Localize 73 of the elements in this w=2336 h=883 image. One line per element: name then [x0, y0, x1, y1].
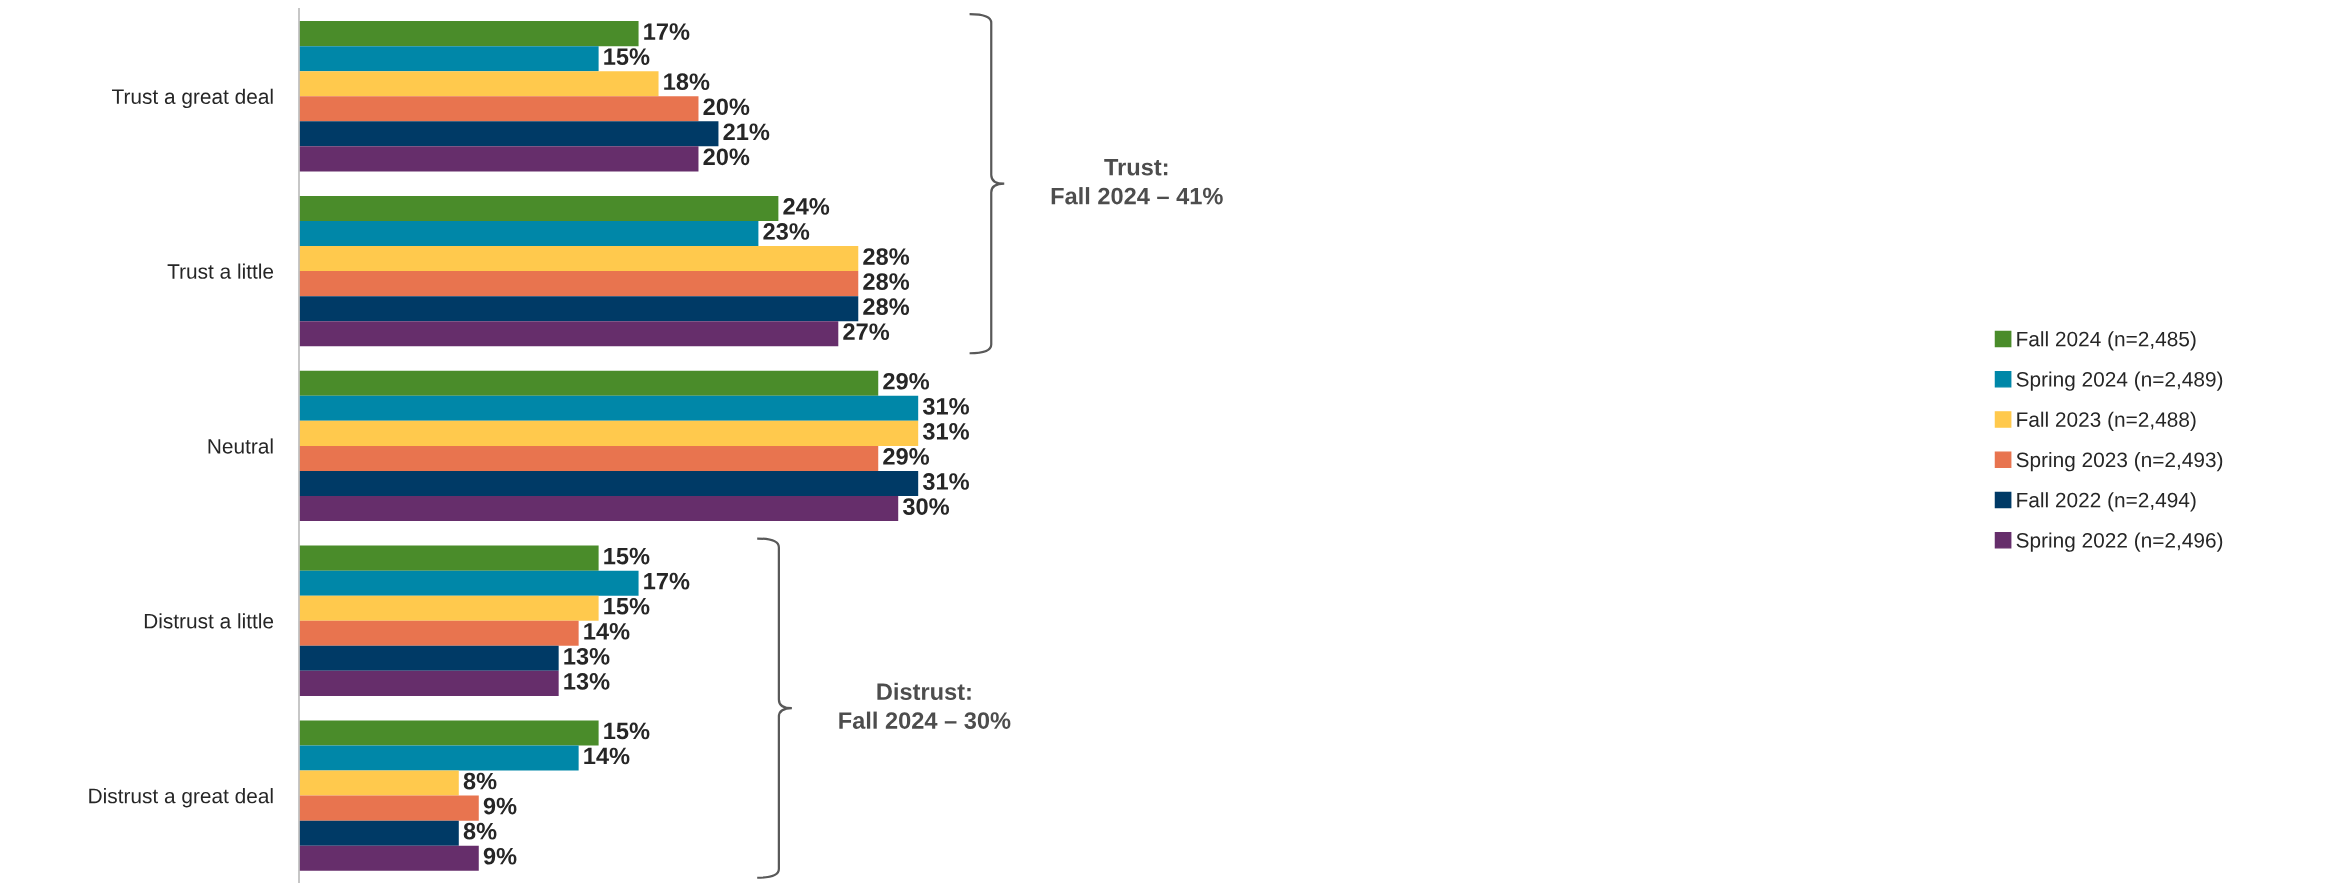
data-label: 17% — [644, 23, 690, 40]
bar — [299, 370, 879, 396]
bar — [299, 496, 899, 522]
data-label: 23% — [763, 223, 810, 240]
bar — [299, 770, 459, 796]
data-label: 9% — [483, 797, 517, 815]
data-label: 8% — [463, 772, 497, 790]
bar — [299, 121, 719, 147]
bar — [299, 820, 459, 846]
data-label: 15% — [604, 722, 650, 740]
bar — [299, 795, 479, 821]
legend-label: Fall 2023 (n=2,488) — [2017, 411, 2196, 432]
bar — [299, 220, 759, 247]
data-label: 20% — [703, 98, 750, 116]
bar — [299, 96, 699, 122]
data-label: 21% — [723, 123, 770, 141]
bar — [299, 845, 479, 871]
bar — [299, 195, 779, 221]
bar — [299, 545, 599, 571]
legend-label: Spring 2022 (n=2,496) — [2016, 532, 2223, 552]
bar — [299, 296, 859, 322]
data-label: 9% — [483, 847, 517, 865]
legend-label: Fall 2022 (n=2,494) — [2017, 492, 2196, 512]
bar — [299, 720, 599, 746]
bar — [299, 745, 579, 771]
data-label: 14% — [584, 622, 630, 640]
data-label: 14% — [584, 747, 630, 765]
bar — [299, 321, 839, 347]
bar — [299, 395, 919, 421]
data-label: 29% — [883, 448, 930, 465]
bar — [299, 445, 879, 471]
bar — [299, 146, 699, 172]
annotation: Distrust: Fall 2024 – 30% — [839, 682, 1011, 729]
data-label: 15% — [604, 547, 650, 565]
data-label: 13% — [564, 673, 610, 690]
data-label: 28% — [863, 273, 910, 290]
data-label: 20% — [703, 148, 750, 166]
bar — [299, 46, 599, 72]
bar — [299, 670, 559, 696]
data-label: 13% — [564, 647, 610, 665]
y-tick-label: Trust a great deal — [111, 88, 273, 109]
bar — [299, 595, 599, 621]
data-label: 15% — [604, 48, 650, 65]
y-tick-label: Distrust a great deal — [89, 788, 273, 808]
bar — [299, 246, 859, 272]
data-label: 28% — [863, 298, 910, 316]
data-label: 15% — [604, 597, 650, 615]
legend-label: Fall 2024 (n=2,485) — [2017, 331, 2196, 351]
data-label: 31% — [922, 473, 969, 490]
legend-label: Spring 2023 (n=2,493) — [2016, 451, 2223, 472]
data-label: 31% — [922, 423, 969, 440]
data-label: 28% — [863, 248, 910, 265]
bar — [299, 271, 859, 297]
bar — [299, 620, 579, 646]
data-label: 27% — [843, 323, 890, 341]
bar — [299, 71, 659, 97]
y-tick-label: Neutral — [208, 438, 273, 454]
bar — [299, 420, 919, 446]
data-label: 24% — [783, 198, 830, 215]
bar — [299, 21, 639, 47]
data-label: 30% — [902, 498, 950, 515]
text: Trust: Fall 2024 – 41% — [1051, 159, 1223, 205]
data-label: 31% — [922, 397, 969, 415]
y-tick-label: Trust a little — [167, 263, 274, 279]
bar — [299, 645, 559, 671]
data-label: 17% — [644, 572, 690, 590]
legend-label: Spring 2024 (n=2,489) — [2016, 371, 2223, 391]
bar — [299, 570, 639, 596]
data-label: 18% — [664, 73, 710, 91]
y-tick-label: Distrust a little — [144, 613, 274, 629]
data-label: 29% — [883, 372, 930, 390]
bar — [299, 470, 919, 497]
data-label: 8% — [463, 822, 497, 840]
